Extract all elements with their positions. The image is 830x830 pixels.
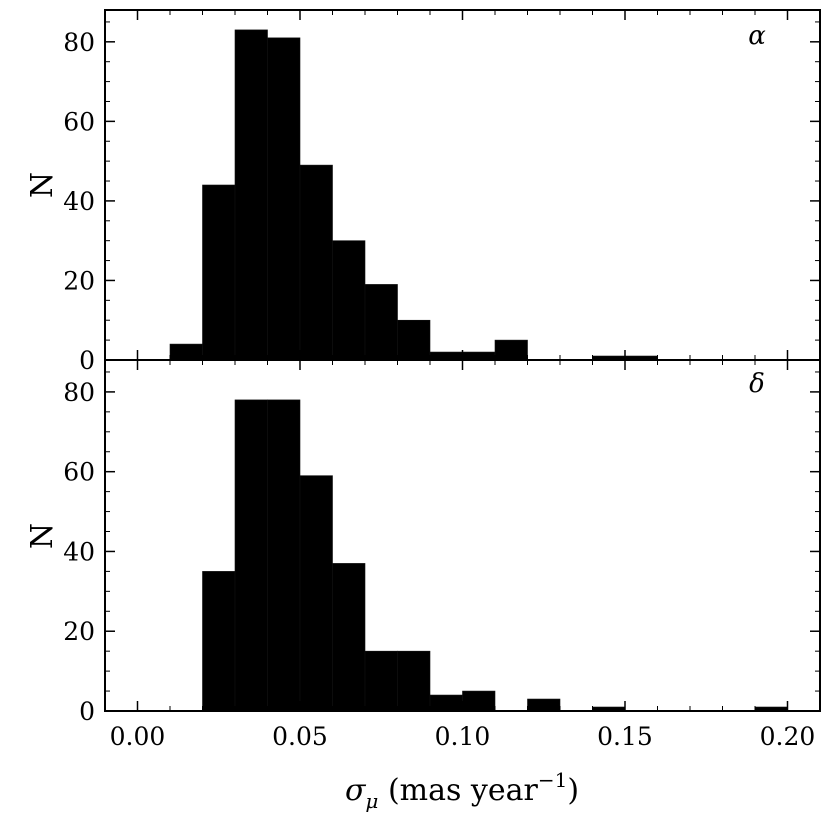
delta-bar — [364, 650, 398, 712]
delta-bar — [202, 571, 236, 712]
alpha-ytick-label: 60 — [63, 107, 95, 136]
alpha-bars — [169, 29, 658, 361]
delta-xtick-label: 0.05 — [272, 722, 328, 751]
delta-bar — [397, 650, 431, 712]
delta-ytick-label: 0 — [79, 697, 95, 726]
alpha-bar — [202, 184, 236, 361]
delta-xtick-label: 0.15 — [597, 722, 653, 751]
delta-ytick-label: 20 — [63, 617, 95, 646]
alpha-bar — [494, 339, 528, 361]
alpha-ytick-label: 20 — [63, 266, 95, 295]
alpha-bar — [169, 343, 203, 361]
delta-bars — [202, 399, 788, 712]
delta-panel-label: δ — [749, 369, 765, 399]
alpha-bar — [332, 240, 366, 361]
alpha-bar — [234, 29, 268, 361]
alpha-ytick-label: 0 — [79, 346, 95, 375]
delta-ylabel: N — [25, 523, 60, 549]
delta-bar — [299, 475, 333, 712]
delta-bar — [462, 690, 496, 712]
alpha-bar — [299, 164, 333, 361]
alpha-bar — [397, 319, 431, 361]
alpha-bar — [429, 351, 463, 361]
alpha-ytick-label: 80 — [63, 28, 95, 57]
alpha-ytick-label: 40 — [63, 187, 95, 216]
delta-xtick-label: 0.00 — [110, 722, 166, 751]
delta-bar — [527, 698, 561, 712]
x-axis-title: σμ (mas year−1) — [345, 768, 579, 813]
delta-xtick-labels: 0.00 0.05 0.10 0.15 0.20 — [110, 722, 816, 751]
alpha-ytick-labels: 0 20 40 60 80 — [63, 28, 95, 375]
alpha-bar — [267, 37, 301, 361]
delta-xtick-label: 0.20 — [760, 722, 816, 751]
delta-bar — [267, 399, 301, 712]
delta-bar — [429, 694, 463, 712]
delta-xtick-label: 0.10 — [435, 722, 491, 751]
delta-bar — [332, 563, 366, 712]
delta-bar — [234, 399, 268, 712]
alpha-bar — [364, 284, 398, 361]
panel-delta: 0 20 40 60 80 0.00 0.05 0.10 0.15 0.20 N δ — [25, 359, 821, 751]
delta-plot-frame — [104, 359, 821, 712]
delta-ytick-label: 60 — [63, 458, 95, 487]
panel-alpha: 0 20 40 60 80 N α — [25, 9, 821, 375]
delta-ytick-label: 40 — [63, 537, 95, 566]
delta-ytick-labels: 0 20 40 60 80 — [63, 378, 95, 726]
alpha-bar — [462, 351, 496, 361]
delta-ytick-label: 80 — [63, 378, 95, 407]
alpha-ylabel: N — [25, 172, 60, 198]
alpha-panel-label: α — [748, 21, 766, 51]
